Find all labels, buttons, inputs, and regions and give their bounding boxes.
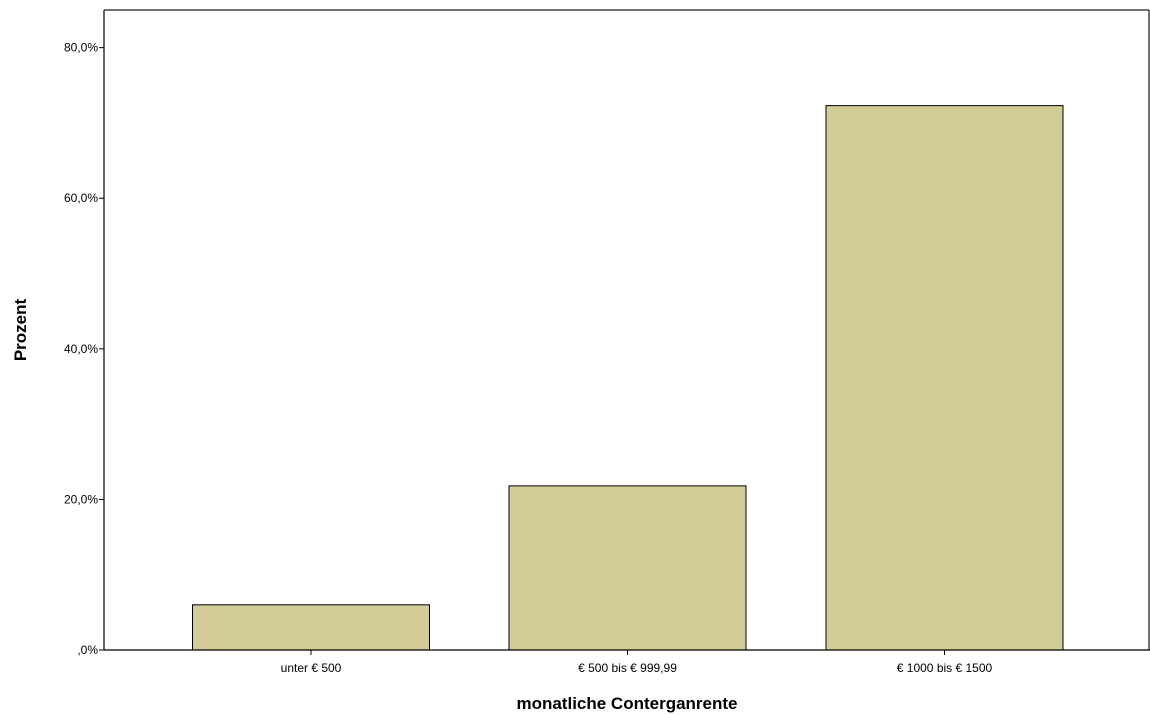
y-axis-title: Prozent (11, 298, 30, 361)
x-axis-title: monatliche Conterganrente (516, 694, 737, 713)
bars-layer (192, 105, 1064, 651)
y-tick-label: 60,0% (64, 191, 98, 205)
y-tick-label: ,0% (77, 643, 98, 657)
x-tick-label: € 500 bis € 999,99 (578, 661, 677, 675)
x-ticks-layer: unter € 500 € 500 bis € 999,99 € 1000 bis … (281, 650, 993, 675)
y-ticks-layer: ,0% 20,0% 40,0% 60,0% 80,0% (64, 41, 104, 657)
bar (192, 604, 430, 651)
bar (508, 485, 747, 651)
y-tick-label: 40,0% (64, 342, 98, 356)
x-tick-label: unter € 500 (281, 661, 342, 675)
y-tick-label: 20,0% (64, 492, 98, 506)
bar (825, 105, 1064, 651)
x-tick-label: € 1000 bis € 1500 (897, 661, 993, 675)
y-tick-label: 80,0% (64, 41, 98, 55)
